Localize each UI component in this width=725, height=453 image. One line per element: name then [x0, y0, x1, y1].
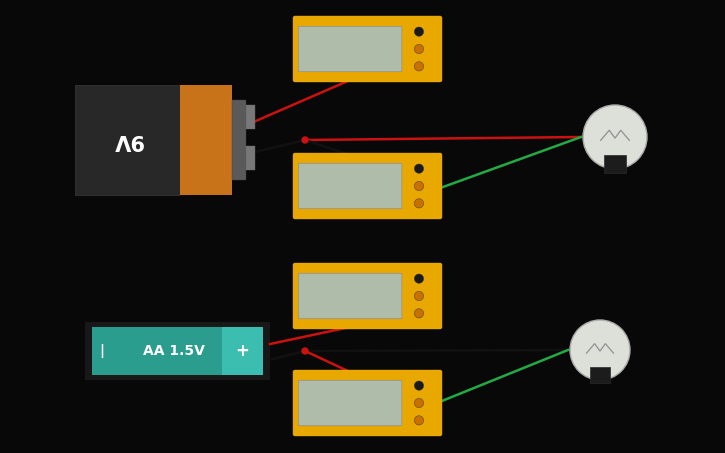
Text: +: + — [236, 342, 249, 360]
FancyBboxPatch shape — [299, 163, 402, 209]
FancyBboxPatch shape — [299, 26, 402, 72]
Bar — [590, 366, 610, 382]
Circle shape — [302, 137, 308, 143]
Circle shape — [414, 291, 423, 301]
Circle shape — [414, 164, 423, 173]
Circle shape — [414, 62, 423, 71]
Circle shape — [414, 274, 423, 283]
Circle shape — [414, 199, 423, 208]
Circle shape — [414, 416, 423, 425]
Bar — [180, 85, 233, 195]
Circle shape — [302, 348, 308, 354]
Bar — [222, 327, 262, 376]
Circle shape — [570, 320, 630, 380]
Circle shape — [583, 105, 647, 169]
Circle shape — [414, 27, 423, 36]
Circle shape — [414, 44, 423, 53]
Bar — [92, 327, 262, 376]
FancyBboxPatch shape — [294, 16, 442, 82]
FancyBboxPatch shape — [299, 273, 402, 319]
Bar — [604, 154, 626, 173]
Circle shape — [414, 398, 423, 408]
FancyBboxPatch shape — [294, 154, 442, 218]
Circle shape — [414, 308, 423, 318]
Text: AA 1.5V: AA 1.5V — [143, 344, 204, 358]
FancyBboxPatch shape — [294, 264, 442, 328]
Circle shape — [414, 381, 423, 390]
Bar — [85, 322, 270, 380]
Bar — [233, 101, 246, 179]
FancyBboxPatch shape — [294, 371, 442, 435]
Text: |: | — [99, 344, 104, 358]
Text: 9V: 9V — [112, 130, 143, 150]
FancyBboxPatch shape — [299, 381, 402, 426]
Bar — [246, 145, 255, 170]
Bar — [75, 85, 180, 195]
Circle shape — [414, 181, 423, 191]
Bar — [246, 105, 255, 129]
